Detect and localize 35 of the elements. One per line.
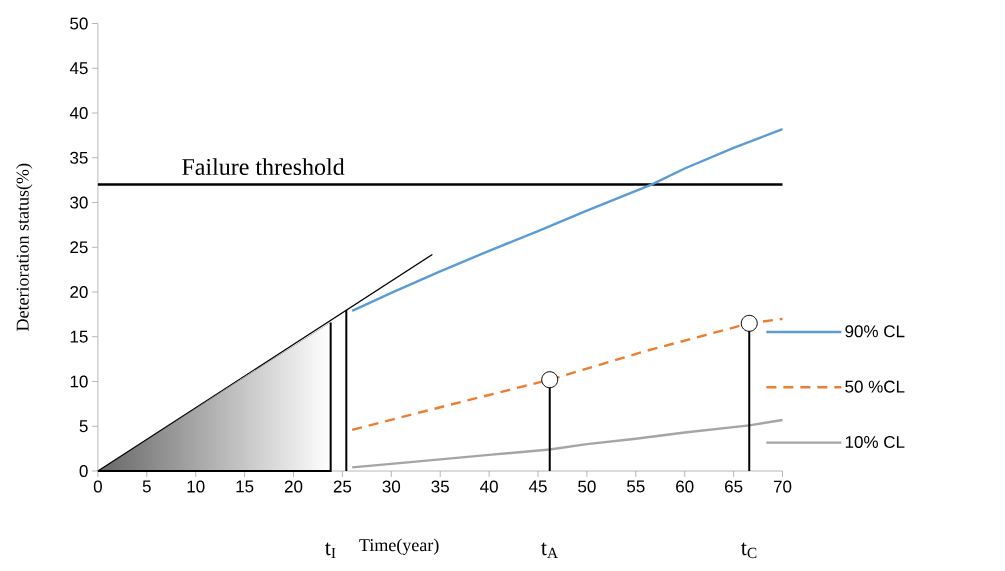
y-tick-label: 45 xyxy=(69,62,88,75)
x-tick-label: 45 xyxy=(528,480,547,493)
x-tick-label: 25 xyxy=(333,480,352,493)
y-tick-label: 40 xyxy=(69,106,88,120)
legend-label: 90% CL xyxy=(845,325,905,338)
x-tick-label: 20 xyxy=(284,480,303,493)
text: t$_{I}$ xyxy=(325,542,336,559)
y-tick-label: 5 xyxy=(79,420,88,433)
legend-label: 50 %CL xyxy=(845,380,905,393)
x-tick-label: 35 xyxy=(431,480,449,493)
x-tick-label: 40 xyxy=(480,480,498,493)
x-tick-label: 70 xyxy=(773,480,792,493)
y-tick-label: 30 xyxy=(70,196,88,209)
y-axis-title: Deterioration status(%) xyxy=(16,163,33,331)
y-tick-label: 35 xyxy=(70,151,88,164)
y-tick-label: 50 xyxy=(70,17,88,30)
legend-label: 10% CL xyxy=(845,435,905,449)
x-tick-label: 15 xyxy=(236,480,254,493)
x-tick-label: 60 xyxy=(676,480,694,493)
ref-line-label: Failure threshold xyxy=(182,158,345,176)
text: t$_{C}$ xyxy=(741,542,757,559)
x-axis-title: Time(year) xyxy=(359,538,439,555)
x-tick-label: 50 xyxy=(578,480,596,493)
y-tick-label: 10 xyxy=(70,375,88,388)
y-tick-label: 0 xyxy=(79,464,88,478)
x-tick-label: 30 xyxy=(382,480,401,493)
x-tick-label: 65 xyxy=(725,480,743,493)
x-tick-label: 5 xyxy=(142,480,151,493)
x-tick-label: 10 xyxy=(187,480,205,493)
y-tick-label: 20 xyxy=(70,285,88,299)
text: t$_{A}$ xyxy=(541,542,558,559)
x-tick-label: 55 xyxy=(627,480,645,493)
y-tick-label: 15 xyxy=(70,330,88,343)
y-tick-label: 25 xyxy=(70,241,88,254)
x-tick-label: 0 xyxy=(93,480,102,493)
